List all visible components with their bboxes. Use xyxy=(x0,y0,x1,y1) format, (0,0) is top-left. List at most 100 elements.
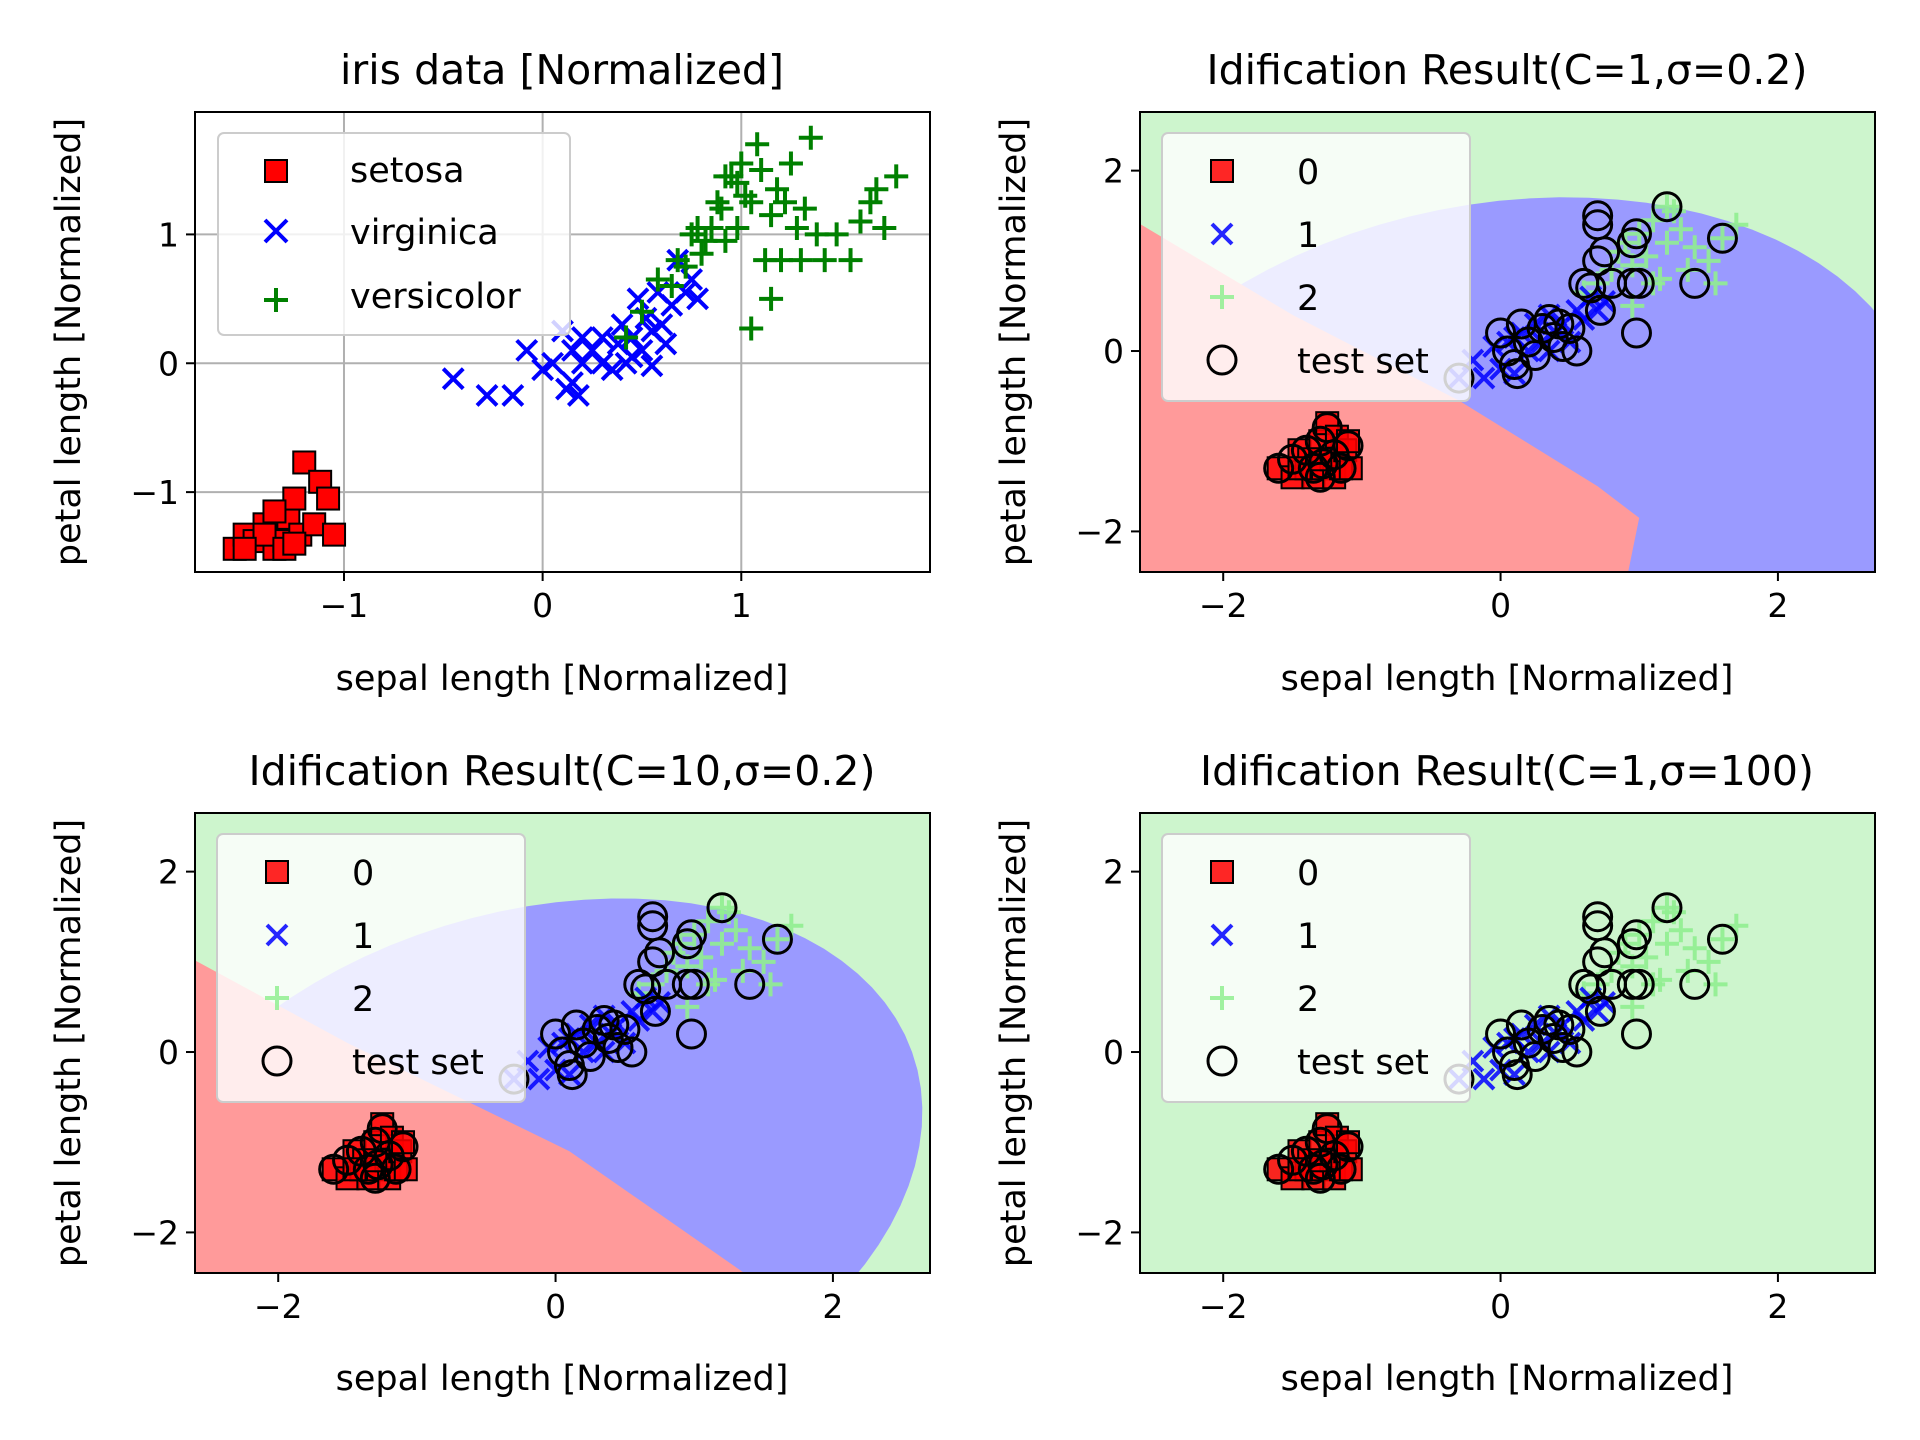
chart-title: Idification Result(C=1,σ=100) xyxy=(1200,747,1814,795)
legend-box xyxy=(1161,833,1471,1103)
point-test-set xyxy=(1651,892,1683,924)
point-versicolor xyxy=(725,215,750,240)
point-test-set xyxy=(1325,452,1357,484)
point-virginica xyxy=(541,351,564,375)
point-test-set xyxy=(1620,218,1652,250)
point-test-set xyxy=(1616,267,1648,299)
point-versicolor xyxy=(858,190,883,215)
point-test-set xyxy=(671,968,703,1000)
legend-marker-test-set xyxy=(261,1045,293,1077)
y-tick-label: −2 xyxy=(1075,1213,1124,1252)
point-test-set xyxy=(1620,919,1652,951)
legend-marker-class-1 xyxy=(265,923,289,947)
point-versicolor xyxy=(629,299,654,324)
y-axis-label: petal length [Normalized] xyxy=(994,118,1034,566)
plot-frame xyxy=(1139,812,1876,1274)
panel-result-c1-sigma02: Idification Result(C=1,σ=0.2) −2 0 2 −2 0 2 s… xyxy=(994,46,1876,699)
legend: 0 1 2 test set xyxy=(1161,132,1471,402)
point-virginica xyxy=(640,354,664,378)
point-class-2 xyxy=(723,918,748,943)
plot-frame xyxy=(1139,111,1876,573)
point-virginica xyxy=(626,287,650,311)
point-test-set xyxy=(1547,1032,1579,1064)
legend-box xyxy=(217,132,571,336)
point-class-2 xyxy=(1696,949,1721,974)
point-class-2 xyxy=(1682,936,1707,961)
point-virginica xyxy=(501,384,525,407)
y-tick-label: 0 xyxy=(1103,1033,1124,1072)
point-class-2 xyxy=(1654,194,1679,219)
y-tick-label: 0 xyxy=(158,344,179,383)
point-test-set xyxy=(639,995,671,1027)
data-marks xyxy=(1263,191,1749,493)
point-versicolor xyxy=(772,190,797,215)
point-test-set xyxy=(1307,448,1339,480)
point-setosa xyxy=(252,522,277,547)
point-versicolor xyxy=(778,151,803,176)
point-class-2 xyxy=(682,922,707,947)
x-tick-label: 0 xyxy=(545,1287,566,1326)
point-test-set xyxy=(380,1153,412,1185)
point-class-1 xyxy=(1472,366,1496,390)
legend-marker-class-1 xyxy=(1210,923,1234,947)
legend-marker-class-1 xyxy=(1210,222,1234,246)
point-setosa xyxy=(292,450,317,475)
point-versicolor xyxy=(788,248,813,273)
point-virginica xyxy=(620,345,644,369)
point-virginica xyxy=(600,358,624,382)
point-class-2 xyxy=(1682,235,1707,260)
point-virginica xyxy=(566,384,590,407)
legend-label-setosa: setosa xyxy=(350,151,465,191)
point-test-set xyxy=(1485,317,1517,349)
point-setosa xyxy=(232,536,257,561)
legend-marker-versicolor xyxy=(264,288,288,312)
x-axis-label: sepal length [Normalized] xyxy=(1281,659,1734,699)
point-versicolor xyxy=(759,203,784,228)
point-class-2 xyxy=(1668,918,1693,943)
point-test-set xyxy=(1679,968,1711,1000)
legend-marker-class-0 xyxy=(1210,159,1234,183)
data-marks xyxy=(1263,892,1749,1194)
point-test-set xyxy=(637,946,669,978)
point-test-set xyxy=(1620,317,1652,349)
x-tick-label: 1 xyxy=(731,586,752,625)
point-setosa xyxy=(322,522,347,547)
point-class-2 xyxy=(751,949,776,974)
point-setosa xyxy=(262,499,287,524)
y-tick-label: 2 xyxy=(158,853,179,892)
y-tick-label: −2 xyxy=(130,1213,179,1252)
legend-label-virginica: virginica xyxy=(350,213,499,253)
point-test-set xyxy=(1537,321,1569,353)
legend-label: 1 xyxy=(1297,917,1319,957)
point-test-set xyxy=(1582,245,1614,277)
point-test-set xyxy=(1332,430,1364,462)
point-versicolor xyxy=(699,215,724,240)
y-tick-label: 1 xyxy=(158,215,179,254)
point-virginica xyxy=(650,313,674,337)
point-versicolor xyxy=(872,215,897,240)
point-versicolor xyxy=(659,273,684,298)
point-virginica xyxy=(475,384,499,407)
point-class-2 xyxy=(709,895,734,920)
point-versicolor xyxy=(713,228,738,253)
point-class-2 xyxy=(1710,226,1735,251)
point-test-set xyxy=(637,910,669,942)
point-test-set xyxy=(1537,1022,1569,1054)
point-versicolor xyxy=(798,125,823,150)
point-versicolor xyxy=(709,196,734,221)
point-test-set xyxy=(540,1018,572,1050)
point-virginica xyxy=(570,351,594,375)
point-test-set xyxy=(1332,1131,1364,1163)
x-axis-label: sepal length [Normalized] xyxy=(336,1359,789,1399)
y-axis-label: petal length [Normalized] xyxy=(994,819,1034,1267)
point-test-set xyxy=(602,1032,634,1064)
data-marks xyxy=(222,125,909,561)
point-versicolor xyxy=(784,215,809,240)
y-tick-label: −1 xyxy=(130,473,179,512)
point-versicolor xyxy=(884,164,909,189)
point-test-set xyxy=(1706,222,1738,254)
point-class-2 xyxy=(1668,217,1693,242)
legend-marker-class-2 xyxy=(265,986,289,1010)
x-tick-label: −1 xyxy=(320,586,369,625)
